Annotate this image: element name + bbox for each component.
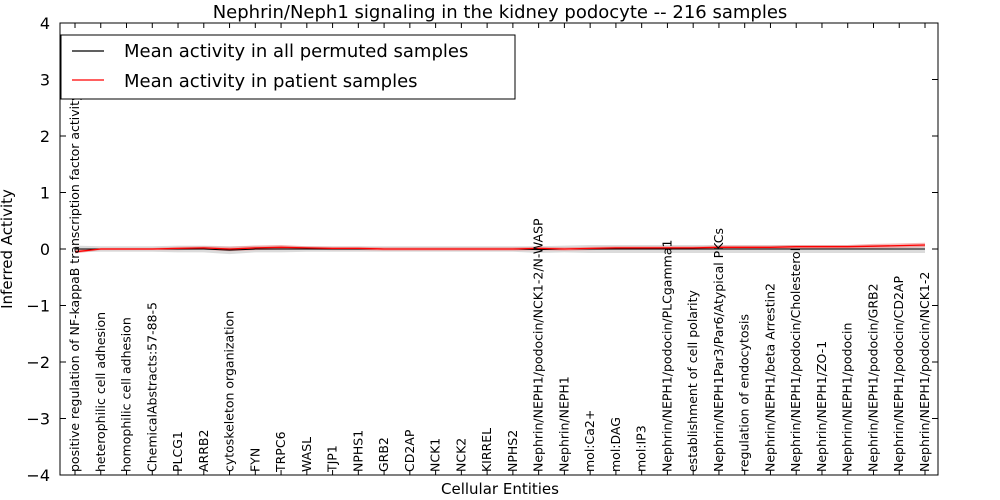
- category-label: Nephrin/NEPH1/podocin/PLCgamma1: [659, 240, 674, 472]
- category-label: ChemicalAbstracts:57-88-5: [144, 302, 159, 472]
- category-label: Nephrin/NEPH1: [556, 376, 571, 472]
- y-tick-label: −3: [26, 410, 50, 429]
- category-label: NCK1: [428, 438, 443, 472]
- category-label: Nephrin/NEPH1/podocin/CD2AP: [891, 276, 906, 472]
- x-axis-label: Cellular Entities: [441, 480, 559, 498]
- category-label: mol:DAG: [608, 417, 623, 472]
- series-lines: [74, 244, 926, 253]
- category-label: TRPC6: [273, 431, 288, 473]
- category-label: Nephrin/NEPH1/podocin/NCK1-2/N-WASP: [531, 218, 546, 472]
- category-label: regulation of endocytosis: [737, 314, 752, 472]
- y-axis-label: Inferred Activity: [0, 189, 16, 309]
- y-tick-label: 3: [40, 71, 50, 90]
- legend-label-permuted: Mean activity in all permuted samples: [124, 41, 468, 62]
- category-label: cytoskeleton organization: [222, 311, 237, 472]
- y-tick-label: −1: [26, 297, 50, 316]
- category-label: positive regulation of NF-kappaB transcr…: [67, 93, 82, 472]
- category-label: Nephrin/NEPH1/podocin: [840, 323, 855, 472]
- x-axis-ticks: positive regulation of NF-kappaB transcr…: [67, 23, 932, 475]
- category-label: Nephrin/NEPH1/ZO-1: [814, 341, 829, 472]
- y-axis-ticks: 4 3 2 1 0 −1 −2 −3 −4: [26, 14, 938, 485]
- chart-title: Nephrin/Neph1 signaling in the kidney po…: [213, 2, 788, 23]
- category-label: PLCG1: [170, 431, 185, 472]
- category-label: heterophilic cell adhesion: [93, 312, 108, 472]
- category-label: mol:IP3: [634, 425, 649, 472]
- category-label: homophilic cell adhesion: [119, 317, 134, 472]
- category-label: Nephrin/NEPH1/podocin/GRB2: [865, 283, 880, 472]
- category-label: establishment of cell polarity: [685, 290, 700, 472]
- category-label: Nephrin/NEPH1Par3/Par6/Atypical PKCs: [711, 228, 726, 472]
- category-label: Nephrin/NEPH1/podocin/Cholesterol: [788, 248, 803, 472]
- category-label: GRB2: [376, 437, 391, 472]
- band-series-1: [75, 242, 925, 254]
- category-label: CD2AP: [402, 429, 417, 472]
- category-label: FYN: [247, 448, 262, 472]
- y-tick-label: 4: [40, 14, 50, 33]
- category-label: KIRREL: [479, 428, 494, 472]
- y-tick-label: −4: [26, 466, 50, 485]
- y-tick-label: 2: [40, 127, 50, 146]
- y-tick-label: 1: [40, 184, 50, 203]
- category-label: Nephrin/NEPH1/podocin/NCK1-2: [917, 272, 932, 472]
- y-tick-label: 0: [40, 240, 50, 259]
- category-label: WASL: [299, 437, 314, 472]
- y-tick-label: −2: [26, 353, 50, 372]
- category-label: NPHS2: [505, 430, 520, 472]
- legend: Mean activity in all permuted samples Me…: [60, 34, 516, 100]
- legend-box: [60, 34, 516, 100]
- category-label: ARRB2: [196, 430, 211, 472]
- category-label: TJP1: [325, 445, 340, 473]
- line-series-1: [74, 244, 926, 253]
- category-label: mol:Ca2+: [582, 410, 597, 472]
- category-label: NCK2: [453, 438, 468, 472]
- legend-label-patient: Mean activity in patient samples: [124, 71, 418, 92]
- category-label: NPHS1: [350, 430, 365, 472]
- category-label: Nephrin/NEPH1/beta Arrestin2: [762, 283, 777, 472]
